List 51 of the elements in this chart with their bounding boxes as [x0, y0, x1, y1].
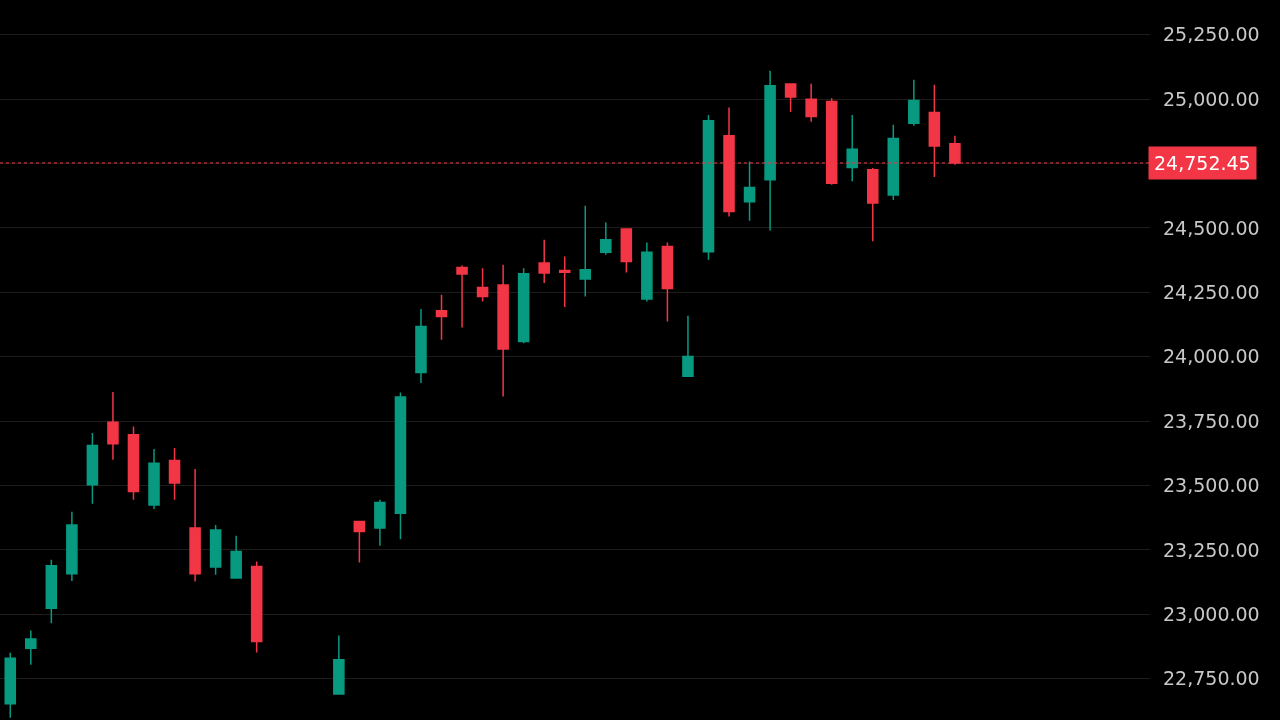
candlestick: [620, 228, 633, 274]
y-tick-label: 24,500.00: [1163, 216, 1260, 239]
candlestick: [4, 652, 17, 719]
candlestick: [784, 83, 797, 113]
candlestick: [641, 241, 653, 303]
candlestick: [702, 114, 715, 261]
candlestick: [148, 448, 160, 510]
candlestick: [189, 468, 201, 583]
candlestick: [45, 559, 58, 624]
y-tick-label: 24,000.00: [1163, 345, 1260, 368]
y-tick-label: 23,750.00: [1163, 409, 1260, 432]
candlestick: [127, 425, 140, 501]
candlestick: [682, 315, 694, 378]
candlestick: [250, 560, 263, 654]
y-tick-label: 23,500.00: [1163, 474, 1260, 497]
candlestick: [435, 293, 448, 341]
y-tick-label: 23,000.00: [1163, 603, 1260, 626]
candlestick: [517, 267, 530, 344]
candlestick: [805, 82, 817, 123]
candlestick: [333, 634, 345, 695]
y-tick-label: 25,000.00: [1163, 87, 1260, 110]
candlestick: [374, 499, 386, 547]
candlestick: [66, 511, 78, 582]
candlestick: [209, 524, 222, 576]
candlestick: [107, 391, 119, 461]
candlestick: [415, 308, 427, 384]
y-tick-label: 23,250.00: [1163, 538, 1260, 561]
candlestick: [558, 255, 571, 308]
candlestick: [230, 535, 242, 579]
candlestick: [661, 241, 674, 323]
candlestick: [887, 123, 900, 201]
ref-line-label: 24,752.45: [1154, 152, 1251, 174]
y-tick-label: 25,250.00: [1163, 23, 1260, 46]
candlestick: [538, 239, 550, 284]
candlestick: [846, 114, 859, 183]
candlestick: [86, 432, 99, 505]
candlestick: [476, 267, 489, 303]
candlestick: [743, 160, 756, 222]
candlestick: [579, 205, 592, 298]
candlestick: [168, 447, 181, 501]
candlestick: [456, 264, 468, 329]
candlestick: [764, 70, 776, 232]
candlestick: [866, 167, 879, 243]
y-tick-label: 22,750.00: [1163, 667, 1260, 690]
candlestick: [600, 221, 612, 256]
candlestick: [25, 629, 37, 666]
candlestick: [394, 391, 407, 540]
candlestick: [908, 79, 920, 127]
candlestick: [353, 520, 366, 564]
candlestick: [497, 264, 509, 398]
y-tick-label: 24,250.00: [1163, 281, 1260, 304]
